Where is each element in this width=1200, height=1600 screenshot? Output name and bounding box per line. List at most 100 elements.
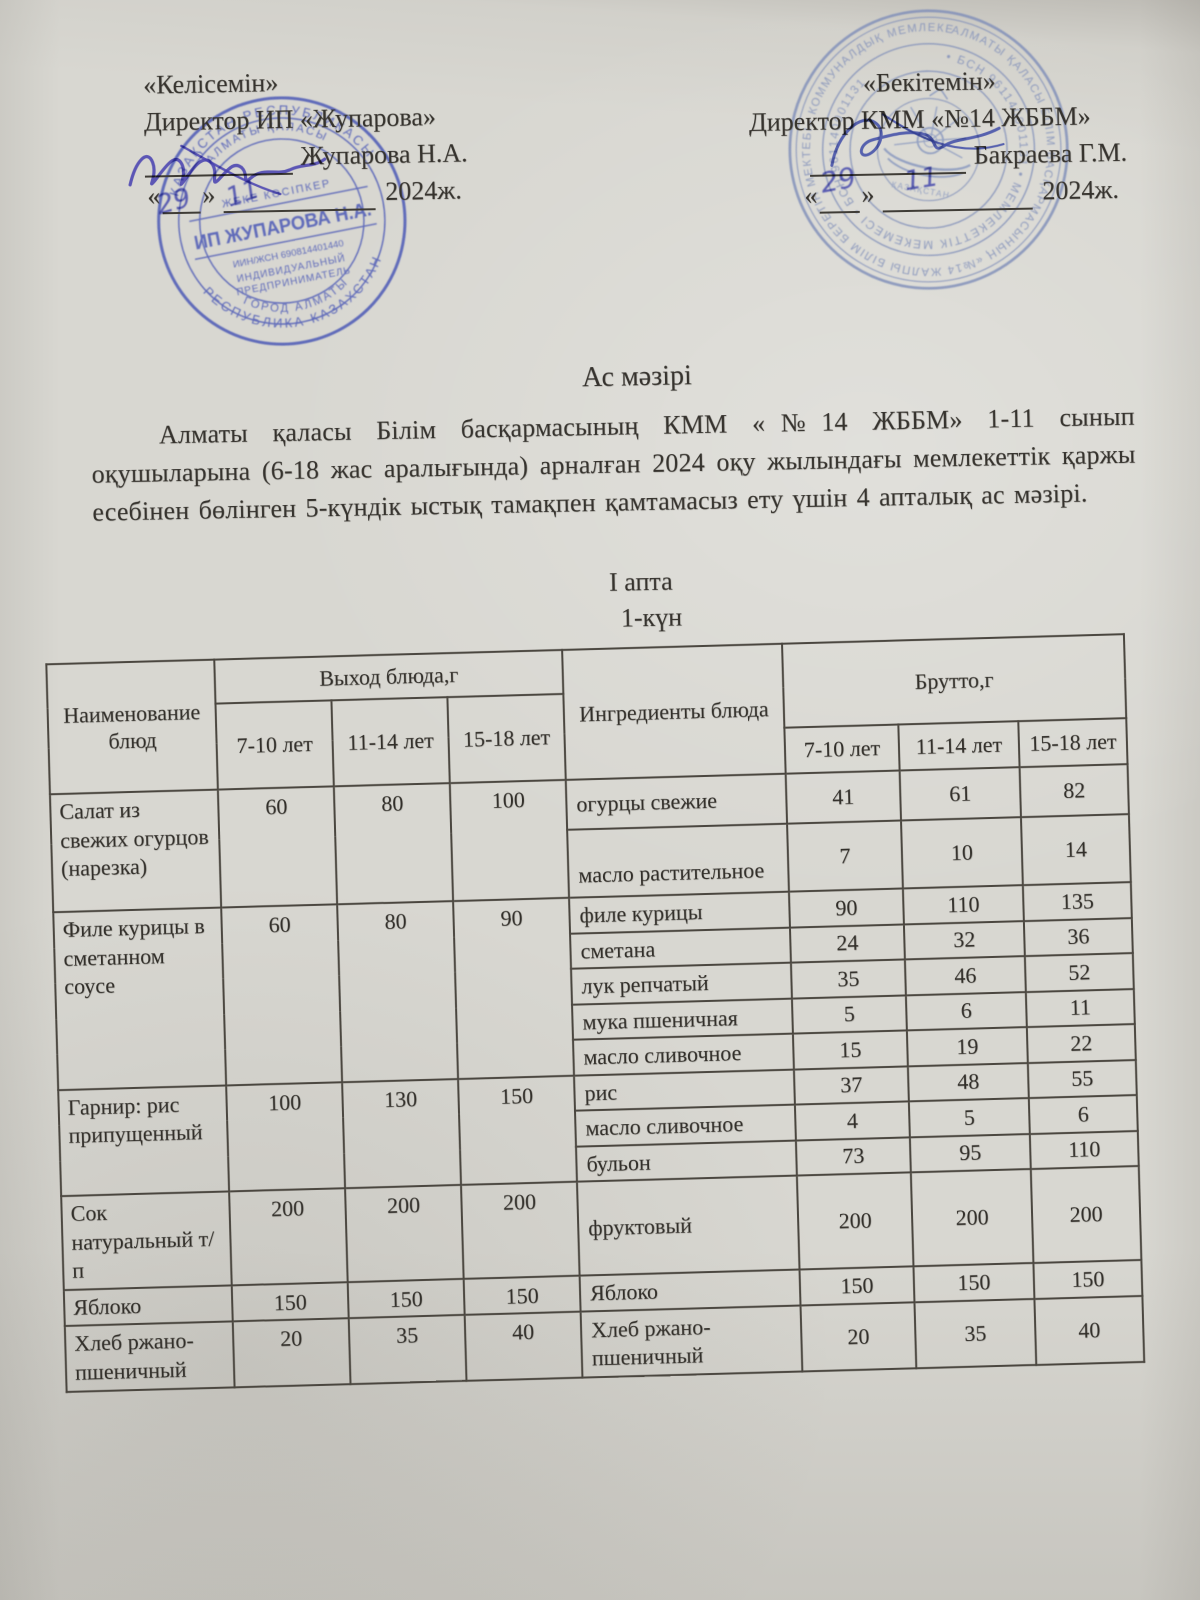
brutto-value-cell: 11 [1025, 988, 1135, 1028]
col-header-brutto: Брутто,г [782, 634, 1127, 728]
year-label: 2024ж. [1042, 174, 1120, 206]
ingredient-name-cell: фруктовый [576, 1175, 800, 1276]
brutto-value-cell: 46 [904, 956, 1026, 995]
brutto-value-cell: 200 [1030, 1166, 1142, 1263]
dish-name-cell: Филе курицы в сметанном соусе [53, 907, 227, 1090]
signature-right-icon [830, 113, 1005, 167]
output-value-cell: 150 [231, 1281, 349, 1322]
ingredient-name-cell: масло растительное [567, 823, 789, 898]
output-value-cell: 80 [337, 901, 459, 1082]
output-value-cell: 150 [463, 1275, 581, 1316]
brutto-value-cell: 6 [1028, 1095, 1138, 1134]
brutto-value-cell: 36 [1023, 917, 1133, 957]
brutto-value-cell: 24 [789, 923, 905, 963]
brutto-value-cell: 135 [1022, 882, 1132, 921]
output-value-cell: 90 [453, 897, 575, 1079]
brutto-value-cell: 37 [793, 1065, 909, 1105]
brutto-value-cell: 48 [907, 1062, 1029, 1102]
output-value-cell: 100 [226, 1081, 346, 1192]
brutto-value-cell: 35 [790, 959, 906, 999]
brutto-value-cell: 35 [914, 1299, 1037, 1368]
ingredient-name-cell: масло сливочное [573, 1033, 794, 1076]
brutto-value-cell: 110 [902, 885, 1024, 924]
output-value-cell: 200 [461, 1181, 580, 1279]
year-label: 2024ж. [385, 175, 463, 207]
menu-table-body: Салат из свежих огурцов (нарезка) 60 80 100… [49, 764, 1145, 1392]
output-age-header-1: 7-10 лет [215, 700, 334, 790]
brutto-value-cell: 14 [1020, 814, 1131, 886]
ingredient-name-cell: бульон [575, 1140, 797, 1182]
output-value-cell: 150 [347, 1278, 465, 1319]
brutto-value-cell: 19 [906, 1027, 1028, 1066]
ingredient-name-cell: рис [574, 1069, 795, 1111]
output-value-cell: 200 [229, 1188, 348, 1286]
dish-name-cell: Яблоко [63, 1285, 233, 1327]
brutto-value-cell: 95 [909, 1133, 1031, 1173]
state-emblem-icon [883, 87, 971, 178]
brutto-value-cell: 40 [1034, 1296, 1145, 1365]
brutto-value-cell: 55 [1027, 1059, 1137, 1099]
brutto-age-header-2: 11-14 лет [898, 721, 1020, 771]
dish-name-cell: Салат из свежих огурцов (нарезка) [49, 789, 222, 913]
header-row-1: Наименование блюд Выход блюда,г Ингредие… [46, 634, 1127, 795]
brutto-value-cell: 200 [796, 1172, 914, 1270]
brutto-value-cell: 20 [800, 1302, 917, 1372]
brutto-value-cell: 5 [908, 1098, 1030, 1137]
brutto-value-cell: 150 [1033, 1259, 1143, 1300]
brutto-value-cell: 41 [785, 770, 902, 824]
output-value-cell: 60 [221, 904, 343, 1085]
dish-name-cell: Сок натуральный т/п [61, 1191, 232, 1290]
brutto-value-cell: 150 [799, 1266, 915, 1306]
col-header-dish: Наименование блюд [46, 659, 218, 795]
dish-name-cell: Гарнир: рис припущенный [58, 1084, 230, 1197]
brutto-value-cell: 73 [795, 1136, 911, 1176]
ingredient-name-cell: лук репчатый [571, 962, 792, 1005]
output-value-cell: 80 [333, 783, 454, 905]
brutto-value-cell: 82 [1019, 764, 1129, 818]
output-value-cell: 60 [217, 786, 338, 908]
brutto-value-cell: 10 [901, 817, 1023, 889]
brutto-value-cell: 15 [792, 1030, 908, 1070]
ingredient-name-cell: масло сливочное [574, 1104, 796, 1147]
col-header-ingredients: Ингредиенты блюда [562, 643, 786, 780]
brutto-value-cell: 61 [899, 767, 1021, 821]
ip-zhuparova-stamp-icon: ҚАЗАҚСТАН РЕСПУБЛИКАСЫ РЕСПУБЛИКА КАЗАХС… [153, 84, 407, 347]
output-value-cell: 200 [345, 1184, 464, 1282]
brutto-value-cell: 22 [1026, 1024, 1136, 1063]
ingredient-name-cell: огурцы свежие [565, 773, 788, 830]
output-age-header-2: 11-14 лет [331, 697, 450, 787]
intro-paragraph: Алматы қаласы Білім басқармасының КММ «№… [91, 401, 1136, 527]
menu-table: Наименование блюд Выход блюда,г Ингредие… [45, 633, 1145, 1392]
brutto-age-header-1: 7-10 лет [784, 724, 900, 774]
signature-left-icon [128, 144, 327, 196]
handwritten-month-right: 11 [901, 161, 941, 198]
output-value-cell: 35 [348, 1315, 467, 1384]
brutto-value-cell: 4 [794, 1101, 910, 1141]
brutto-age-header-3: 15-18 лет [1018, 718, 1128, 768]
brutto-value-cell: 150 [913, 1262, 1035, 1303]
brutto-value-cell: 110 [1029, 1130, 1139, 1170]
output-value-cell: 40 [464, 1312, 583, 1381]
handwritten-day-right: 29 [817, 160, 859, 200]
brutto-value-cell: 52 [1024, 953, 1134, 992]
output-value-cell: 100 [449, 779, 570, 902]
brutto-value-cell: 90 [788, 888, 904, 928]
quote-open: « [804, 180, 818, 210]
brutto-value-cell: 200 [910, 1169, 1034, 1267]
output-value-cell: 130 [342, 1078, 462, 1189]
brutto-value-cell: 5 [791, 994, 907, 1034]
ingredient-name-cell: мука пшеничная [572, 998, 793, 1040]
dish-name-cell: Хлеб ржано-пшеничный [64, 1321, 235, 1392]
brutto-value-cell: 7 [787, 820, 903, 892]
output-value-cell: 150 [458, 1075, 577, 1185]
ingredient-name-cell: филе курицы [569, 891, 790, 934]
output-value-cell: 20 [232, 1318, 351, 1387]
brutto-value-cell: 6 [905, 991, 1027, 1031]
school-round-stamp-icon: АЛМАТЫ ҚАЛАСЫ БІЛІМ БАСҚАРМАСЫНЫҢ «№14 Ж… [758, 0, 1084, 299]
brutto-value-cell: 32 [903, 920, 1025, 960]
ingredient-name-cell: Яблоко [579, 1269, 801, 1313]
ingredient-name-cell: Хлеб ржано-пшеничный [580, 1305, 803, 1378]
output-age-header-3: 15-18 лет [447, 693, 566, 784]
